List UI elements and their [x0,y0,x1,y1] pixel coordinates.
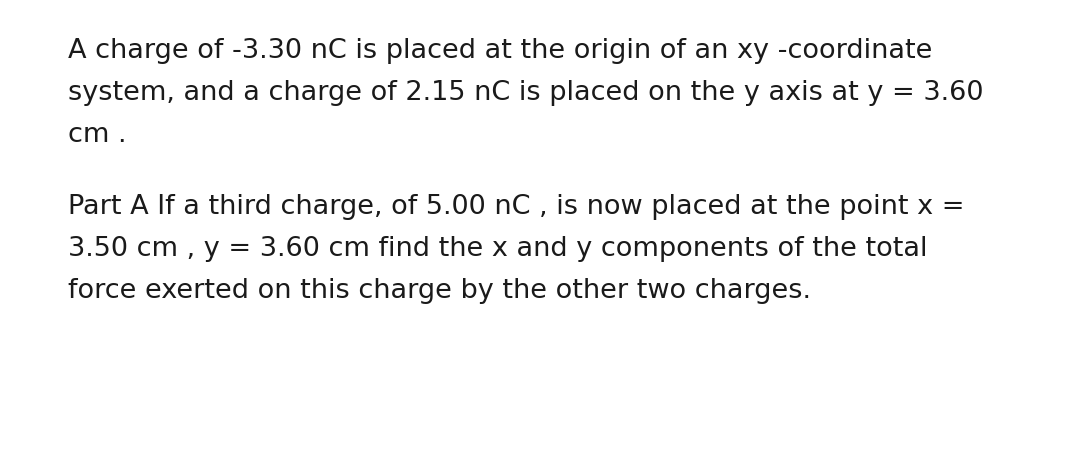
Text: A charge of -3.30 nC is placed at the origin of an xy -coordinate: A charge of -3.30 nC is placed at the or… [68,38,932,64]
Text: 3.50 cm , y = 3.60 cm find the x and y components of the total: 3.50 cm , y = 3.60 cm find the x and y c… [68,236,928,262]
Text: cm .: cm . [68,122,126,148]
Text: system, and a charge of 2.15 nC is placed on the y axis at y = 3.60: system, and a charge of 2.15 nC is place… [68,80,984,106]
Text: force exerted on this charge by the other two charges.: force exerted on this charge by the othe… [68,278,811,304]
Text: Part A If a third charge, of 5.00 nC , is now placed at the point x =: Part A If a third charge, of 5.00 nC , i… [68,194,964,220]
